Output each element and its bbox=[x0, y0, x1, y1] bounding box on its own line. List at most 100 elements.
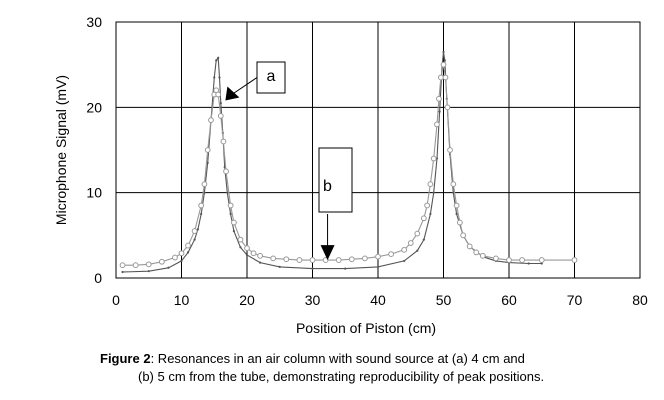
series-b-point bbox=[220, 138, 227, 145]
annotations: ab bbox=[225, 61, 353, 261]
series-b-point bbox=[388, 251, 395, 258]
x-tick-label: 70 bbox=[567, 292, 583, 308]
series-b-point bbox=[440, 61, 447, 68]
series-b-point bbox=[506, 257, 512, 263]
series-a-point bbox=[311, 267, 314, 270]
plot-frame bbox=[115, 21, 641, 279]
series-b-line bbox=[122, 64, 575, 266]
series-a-point bbox=[443, 59, 446, 62]
series-b-point bbox=[493, 255, 499, 262]
series-a-point bbox=[200, 212, 203, 216]
x-tick-label: 50 bbox=[436, 292, 452, 308]
series-b-point bbox=[434, 121, 440, 128]
series-b-point bbox=[217, 112, 224, 119]
y-tick-labels: 0 10 20 30 bbox=[86, 14, 102, 286]
series-b-point bbox=[309, 257, 316, 263]
series-b-point bbox=[257, 252, 264, 259]
series-b-point bbox=[198, 202, 205, 209]
series-a-point bbox=[229, 212, 232, 216]
annotation-b-arrowhead bbox=[320, 245, 335, 261]
y-tick-label: 10 bbox=[86, 185, 102, 201]
x-tick-label: 60 bbox=[501, 292, 517, 308]
series-a-point bbox=[147, 270, 150, 273]
series-a-point bbox=[186, 251, 190, 254]
series-b-point bbox=[204, 147, 211, 153]
series-b-point bbox=[407, 240, 414, 246]
series-b-point bbox=[362, 255, 368, 262]
series-b-point bbox=[185, 242, 191, 249]
x-tick-labels: 0 10 20 30 40 50 60 70 80 bbox=[112, 292, 648, 308]
series-b-point bbox=[430, 155, 437, 162]
figure-caption: Figure 2: Resonances in an air column wi… bbox=[100, 350, 656, 386]
series-b bbox=[119, 61, 578, 269]
annotation-b-box bbox=[318, 147, 353, 213]
series-b-point bbox=[420, 215, 427, 222]
series-b-point bbox=[250, 250, 257, 257]
series-a-point bbox=[245, 253, 249, 257]
y-tick-label: 20 bbox=[86, 99, 102, 115]
series-b-point bbox=[466, 243, 473, 250]
annotation-a-arrowhead bbox=[225, 86, 240, 101]
series-a-point bbox=[422, 238, 425, 241]
series-a-point bbox=[193, 238, 196, 241]
series-b-point bbox=[201, 181, 208, 188]
series-a-point bbox=[218, 76, 221, 79]
x-tick-label: 20 bbox=[239, 292, 255, 308]
series-a-point bbox=[376, 265, 380, 269]
series-b-point bbox=[132, 262, 139, 269]
series-a-point bbox=[259, 261, 262, 264]
x-tick-label: 10 bbox=[174, 292, 190, 308]
series-b-point bbox=[296, 257, 303, 263]
series-a-point bbox=[432, 191, 435, 194]
y-tick-label: 30 bbox=[86, 14, 102, 30]
series-b-point bbox=[145, 261, 152, 268]
series-a-point bbox=[278, 265, 281, 269]
series-b-point bbox=[178, 250, 185, 257]
series-b-point bbox=[191, 228, 198, 234]
series-a-point bbox=[540, 262, 543, 265]
series-b-point bbox=[322, 257, 329, 263]
series-a-point bbox=[344, 267, 347, 270]
series-b-point bbox=[479, 252, 486, 259]
series-b-point bbox=[227, 202, 234, 209]
series-b-point bbox=[473, 249, 480, 256]
x-axis-label: Position of Piston (cm) bbox=[296, 320, 436, 336]
series-a-point bbox=[527, 262, 530, 265]
series-b-point bbox=[283, 256, 290, 263]
series-b-point bbox=[270, 255, 277, 262]
series-b-point bbox=[436, 95, 442, 102]
series-b-point bbox=[375, 253, 381, 260]
annotation-b-label: b bbox=[323, 178, 332, 195]
series-b-point bbox=[538, 257, 545, 263]
series-a-point bbox=[239, 246, 242, 249]
series-b-point bbox=[427, 181, 434, 188]
series-a-point bbox=[226, 191, 229, 194]
series-b-point bbox=[450, 181, 457, 188]
series-b-point bbox=[348, 256, 355, 263]
x-tick-label: 0 bbox=[112, 292, 120, 308]
series-b-point bbox=[119, 262, 126, 269]
figure-caption-label: Figure 2 bbox=[100, 351, 151, 366]
series-a-point bbox=[180, 259, 183, 263]
series-b-point bbox=[208, 117, 214, 124]
series-a-point bbox=[203, 191, 206, 194]
y-tick-label: 0 bbox=[94, 270, 102, 286]
series-a-point bbox=[206, 161, 209, 164]
series-a-point bbox=[438, 110, 441, 113]
series-b-point bbox=[456, 219, 463, 226]
series-b-point bbox=[223, 168, 229, 175]
series-a-point bbox=[429, 212, 432, 216]
series-a-point bbox=[403, 259, 406, 263]
series-a-point bbox=[121, 270, 124, 274]
figure-caption-line1: : Resonances in an air column with sound… bbox=[150, 351, 525, 366]
x-tick-label: 40 bbox=[370, 292, 386, 308]
series-a-point bbox=[219, 101, 222, 105]
series-b-point bbox=[437, 74, 444, 81]
series-b-point bbox=[447, 147, 453, 153]
series-b-point bbox=[424, 202, 431, 209]
series-a-point bbox=[213, 76, 216, 79]
series-b-point bbox=[237, 236, 244, 243]
series-a-point bbox=[232, 229, 235, 233]
figure-caption-line2: (b) 5 cm from the tube, demonstrating re… bbox=[138, 369, 545, 384]
